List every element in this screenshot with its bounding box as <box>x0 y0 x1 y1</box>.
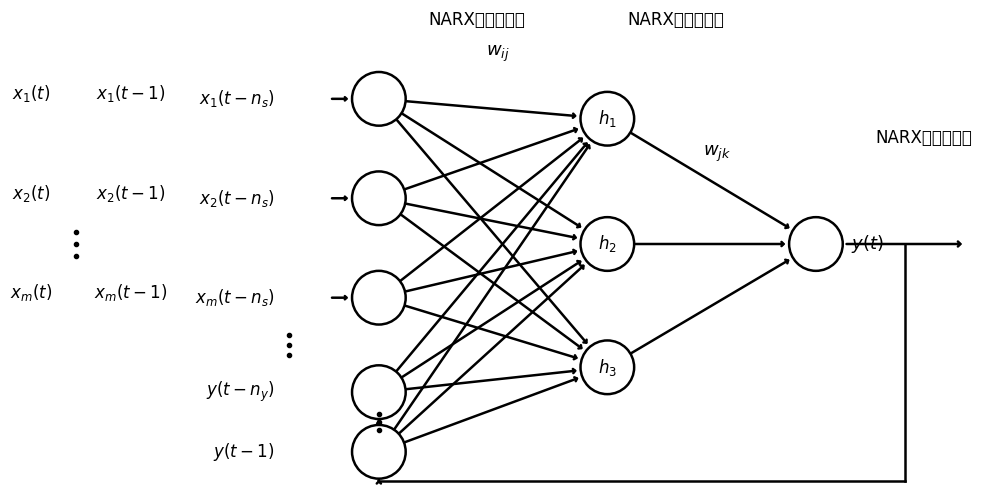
Circle shape <box>581 341 634 394</box>
Circle shape <box>352 425 406 479</box>
Text: $x_1(t-n_s)$: $x_1(t-n_s)$ <box>199 88 275 109</box>
Text: $y(t-n_y)$: $y(t-n_y)$ <box>206 380 275 404</box>
Text: NARX网络隐含层: NARX网络隐含层 <box>627 11 724 29</box>
Text: $x_m(t-1)$: $x_m(t-1)$ <box>94 282 167 303</box>
Text: $x_2(t)$: $x_2(t)$ <box>12 183 50 204</box>
Text: $y(t-1)$: $y(t-1)$ <box>213 441 275 463</box>
Circle shape <box>352 366 406 419</box>
Text: $x_2(t-1)$: $x_2(t-1)$ <box>96 183 165 204</box>
Text: $y(t)$: $y(t)$ <box>851 233 883 255</box>
Text: $h_2$: $h_2$ <box>598 233 617 255</box>
Circle shape <box>789 217 843 271</box>
Circle shape <box>352 72 406 126</box>
Text: $w_{ij}$: $w_{ij}$ <box>486 44 510 64</box>
Circle shape <box>581 217 634 271</box>
Circle shape <box>581 92 634 145</box>
Circle shape <box>352 271 406 325</box>
Text: $w_{jk}$: $w_{jk}$ <box>703 143 731 163</box>
Circle shape <box>352 171 406 225</box>
Text: $x_m(t-n_s)$: $x_m(t-n_s)$ <box>195 287 275 308</box>
Text: $h_3$: $h_3$ <box>598 357 617 378</box>
Text: NARX网络输出层: NARX网络输出层 <box>876 129 972 147</box>
Text: $x_1(t)$: $x_1(t)$ <box>12 83 50 104</box>
Text: $x_m(t)$: $x_m(t)$ <box>10 282 52 303</box>
Text: NARX网络输入层: NARX网络输入层 <box>429 11 525 29</box>
Text: $x_2(t-n_s)$: $x_2(t-n_s)$ <box>199 188 275 209</box>
Text: $h_1$: $h_1$ <box>598 108 617 129</box>
Text: $x_1(t-1)$: $x_1(t-1)$ <box>96 83 165 104</box>
